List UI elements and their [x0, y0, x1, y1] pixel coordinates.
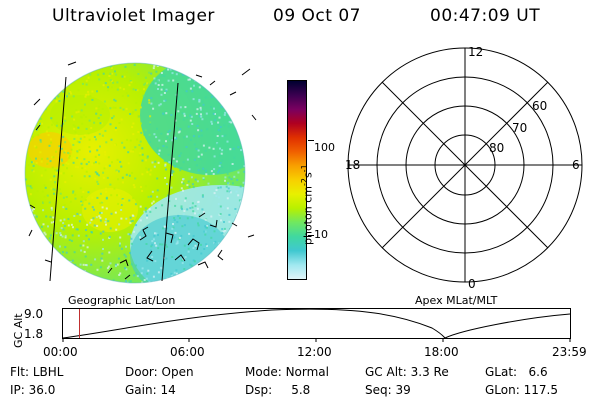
- longitude-line: [49, 76, 67, 282]
- uv-image-disc: [25, 63, 245, 283]
- time-tick: 06:00: [170, 345, 205, 359]
- colorbar-unit-label: photon cm-2s-1: [300, 164, 315, 245]
- altitude-tick-min: 1.8: [24, 327, 44, 341]
- colorbar-tick: [308, 140, 314, 141]
- colorbar-tick: [308, 235, 314, 236]
- mlt-label-6: 6: [572, 158, 580, 172]
- status-gain: Gain: 14: [125, 383, 176, 397]
- time-tick: 18:00: [424, 345, 459, 359]
- altitude-plot: [62, 308, 571, 342]
- longitude-line: [161, 82, 179, 282]
- right-panel-caption: Apex MLat/MLT: [415, 294, 498, 307]
- status-mode: Mode: Normal: [245, 365, 329, 379]
- status-dsp: Dsp: 5.8: [245, 383, 311, 397]
- time-tick: 00:00: [43, 345, 78, 359]
- colorbar: [287, 80, 307, 280]
- mlat-label-70: 70: [512, 121, 527, 135]
- status-glon: GLon: 117.5: [485, 383, 558, 397]
- mlat-label-80: 80: [489, 141, 504, 155]
- left-panel-caption: Geographic Lat/Lon: [68, 294, 176, 307]
- mlt-label-18: 18: [345, 158, 360, 172]
- altitude-tick-max: 9.0: [24, 307, 44, 321]
- image-time: 00:47:09 UT: [430, 6, 541, 26]
- mlt-label-0: 0: [468, 277, 476, 291]
- time-tick: 12:00: [297, 345, 332, 359]
- status-gc-alt: GC Alt: 3.3 Re: [365, 365, 449, 379]
- colorbar-tick-label: 10: [314, 228, 328, 241]
- status-seq: Seq: 39: [365, 383, 411, 397]
- status-door: Door: Open: [125, 365, 194, 379]
- mlat-label-60: 60: [532, 99, 547, 113]
- coastline: [28, 61, 257, 280]
- polar-grid-panel: 12 18 6 0 60 70 80: [345, 45, 583, 291]
- mlt-meridian: [381, 81, 549, 249]
- colorbar-tick-label: 100: [314, 141, 335, 154]
- time-tick: 23:59: [552, 345, 587, 359]
- status-glat: GLat: 6.6: [485, 365, 548, 379]
- instrument-title: Ultraviolet Imager: [52, 6, 215, 26]
- altitude-curve: [62, 308, 571, 339]
- status-ip: IP: 36.0: [10, 383, 56, 397]
- mlt-label-12: 12: [468, 45, 483, 59]
- uv-image-panel: [24, 61, 257, 284]
- status-flt: Flt: LBHL: [10, 365, 64, 379]
- image-date: 09 Oct 07: [273, 6, 361, 26]
